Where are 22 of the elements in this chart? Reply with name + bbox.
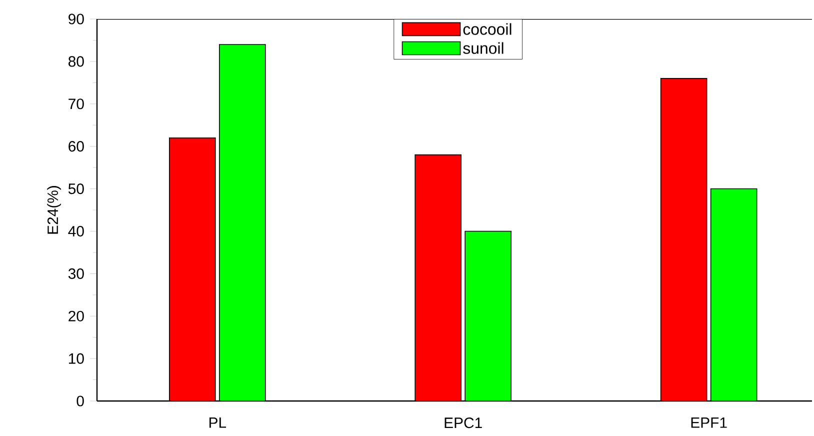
legend-label: sunoil <box>463 42 504 54</box>
y-tick-label: 90 <box>68 14 84 24</box>
y-tick-label: 40 <box>68 226 84 237</box>
y-tick-label: 70 <box>68 98 84 110</box>
bar <box>168 137 216 401</box>
y-tick-label: 10 <box>69 353 84 364</box>
y-tick-label: 20 <box>68 310 84 322</box>
bar <box>464 230 512 401</box>
y-tick-label: 50 <box>68 183 84 194</box>
x-tick-label: EPC1 <box>444 418 482 428</box>
bar <box>219 44 266 401</box>
bar <box>710 188 758 401</box>
y-tick-label: 60 <box>68 141 84 152</box>
bar <box>414 154 462 401</box>
y-tick-label: 0 <box>76 396 84 406</box>
legend-label: cocooil <box>463 23 512 35</box>
y-tick-label: 30 <box>68 268 84 279</box>
x-tick-label: EPF1 <box>691 418 727 428</box>
x-tick-label: PL <box>209 418 226 428</box>
bar <box>660 78 708 401</box>
y-axis-title: E24(%) <box>47 186 62 234</box>
y-tick-label: 80 <box>68 56 84 67</box>
